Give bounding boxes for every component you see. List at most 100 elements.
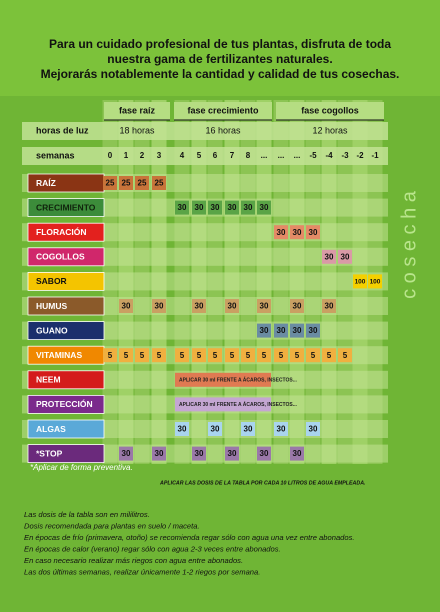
headline: Para un cuidado profesional de tus plant…	[49, 37, 391, 51]
note: En épocas de frío (primavera, otoño) se …	[24, 533, 355, 542]
week: ...	[278, 151, 285, 160]
product-label	[27, 394, 105, 414]
dose-cell	[290, 225, 304, 240]
dose: 25	[155, 179, 164, 188]
dose: 5	[327, 351, 332, 360]
product-name: RAÍZ	[36, 178, 56, 188]
product-label	[27, 321, 105, 341]
phase-header	[174, 102, 272, 120]
week: 3	[157, 151, 162, 160]
dose: 30	[309, 425, 318, 434]
dose-cell	[257, 348, 271, 363]
dose-cell	[274, 422, 288, 436]
row-band	[22, 147, 388, 165]
dose-cell	[103, 348, 117, 363]
product-label	[27, 296, 105, 316]
dose: 5	[230, 351, 235, 360]
product-name: CRECIMIENTO	[36, 202, 96, 212]
dose-cell	[353, 274, 367, 289]
dose-cell	[175, 422, 189, 436]
dose-cell	[257, 299, 271, 313]
product-name: *STOP	[36, 448, 63, 458]
dose: 100	[370, 279, 381, 286]
product-name: FLORACIÓN	[36, 226, 87, 237]
dose-cell	[225, 446, 239, 461]
product-name: HUMUS	[36, 301, 67, 311]
dose-cell	[322, 249, 336, 264]
row-band	[22, 272, 388, 291]
dose: 5	[180, 351, 185, 360]
dose-cell	[241, 348, 255, 363]
dose: 25	[106, 179, 115, 188]
dose: 30	[228, 449, 237, 458]
dose: 30	[325, 302, 334, 311]
week: 0	[108, 151, 113, 160]
dose: 30	[309, 228, 318, 237]
week: 5	[197, 151, 202, 160]
week: -4	[325, 151, 333, 160]
dose: 30	[244, 203, 253, 212]
dose-cell	[208, 422, 222, 436]
dose-cell	[152, 176, 166, 190]
week: 1	[124, 151, 129, 160]
dose: 5	[295, 351, 300, 360]
dose: 30	[122, 449, 131, 458]
dose-cell	[306, 323, 320, 338]
note: En caso necesario realizar más riegos co…	[24, 556, 243, 565]
dose-cell	[225, 348, 239, 363]
dose-cell	[306, 422, 320, 436]
week: -2	[356, 151, 364, 160]
banner-text: APLICAR 30 ml FRENTE A ÁCAROS, INSECTOS.…	[179, 401, 297, 408]
week: 6	[213, 151, 218, 160]
week: 7	[230, 151, 235, 160]
dose: 30	[260, 203, 269, 212]
row-band	[22, 247, 388, 266]
dose-cell	[135, 176, 149, 190]
dose: 30	[260, 326, 269, 335]
dose: 30	[293, 302, 302, 311]
dose: 30	[244, 425, 253, 434]
dose: 5	[197, 351, 202, 360]
dose-cell	[338, 249, 352, 264]
dose-cell	[306, 348, 320, 363]
dose-cell	[119, 348, 133, 363]
dose: 30	[211, 203, 220, 212]
dose: 25	[122, 179, 131, 188]
dose-cell	[208, 348, 222, 363]
footnote: *Aplicar de forma preventiva.	[30, 463, 133, 472]
product-label	[27, 222, 105, 242]
dose: 5	[124, 351, 129, 360]
note: Las dos últimas semanas, realizar únicam…	[24, 568, 260, 577]
dose: 30	[277, 425, 286, 434]
dose: 5	[108, 351, 113, 360]
product-name: SABOR	[36, 276, 67, 286]
dose-cell	[274, 225, 288, 240]
dose-cell	[119, 176, 133, 190]
dose: 30	[309, 326, 318, 335]
dose-cell	[257, 446, 271, 461]
dose-cell	[192, 446, 206, 461]
banner	[175, 372, 271, 387]
product-label	[27, 370, 105, 390]
product-label	[27, 198, 105, 218]
dose: 5	[140, 351, 145, 360]
product-label	[27, 444, 105, 464]
dose-cell	[322, 348, 336, 363]
dose: 30	[293, 449, 302, 458]
dose: 5	[157, 351, 162, 360]
dose: 30	[122, 302, 131, 311]
dose-cell	[241, 422, 255, 436]
product-label	[27, 247, 105, 267]
dose: 30	[341, 252, 350, 261]
dose: 30	[211, 425, 220, 434]
dose: 25	[138, 179, 147, 188]
dose: 30	[260, 302, 269, 311]
row-label: semanas	[36, 150, 75, 160]
dose: 30	[325, 252, 334, 261]
note: Las dosis de la tabla son en mililitros.	[24, 510, 150, 519]
headline: Mejorarás notablemente la cantidad y cal…	[41, 67, 400, 81]
dose: 30	[155, 449, 164, 458]
dose: 30	[277, 228, 286, 237]
dose-cell	[306, 225, 320, 240]
dose-cell	[175, 200, 189, 215]
